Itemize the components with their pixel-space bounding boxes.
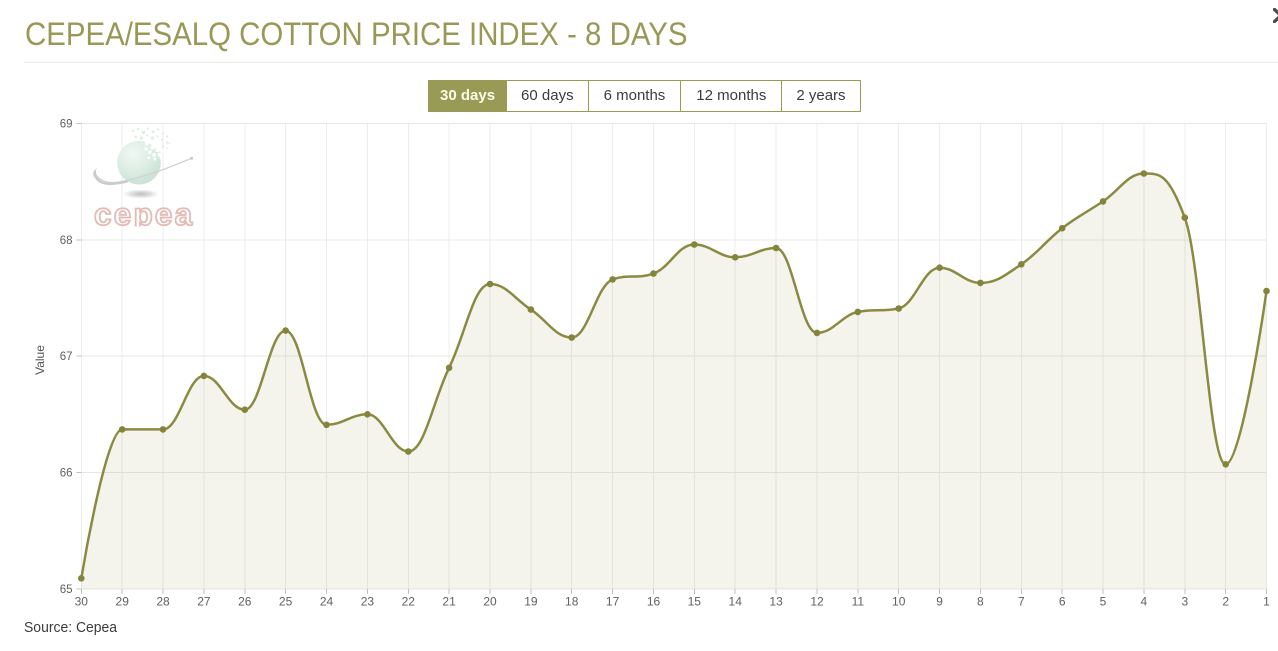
svg-text:22: 22: [402, 595, 416, 609]
svg-text:11: 11: [852, 595, 865, 609]
svg-text:15: 15: [688, 595, 702, 609]
svg-text:25: 25: [279, 595, 293, 609]
svg-text:68: 68: [60, 235, 73, 247]
svg-text:5: 5: [1100, 595, 1107, 609]
svg-text:29: 29: [116, 595, 130, 609]
svg-text:14: 14: [729, 595, 743, 609]
svg-text:9: 9: [936, 595, 943, 609]
svg-text:8: 8: [977, 595, 984, 609]
svg-text:26: 26: [238, 595, 252, 609]
svg-text:3: 3: [1181, 595, 1188, 609]
svg-text:18: 18: [565, 595, 579, 609]
svg-text:10: 10: [892, 595, 906, 609]
svg-text:69: 69: [60, 119, 73, 131]
svg-text:13: 13: [769, 595, 783, 609]
svg-text:1: 1: [1263, 595, 1270, 609]
svg-text:24: 24: [320, 595, 334, 609]
svg-text:67: 67: [60, 351, 73, 363]
svg-text:4: 4: [1141, 595, 1148, 609]
svg-text:cepea: cepea: [94, 196, 194, 232]
svg-text:Value: Value: [33, 345, 47, 375]
svg-text:21: 21: [442, 595, 456, 609]
svg-text:2: 2: [1222, 595, 1229, 609]
svg-text:65: 65: [60, 584, 73, 596]
svg-text:28: 28: [156, 595, 170, 609]
svg-text:16: 16: [647, 595, 661, 609]
svg-text:27: 27: [197, 595, 211, 609]
svg-text:23: 23: [361, 595, 375, 609]
svg-text:66: 66: [60, 468, 73, 480]
svg-text:19: 19: [524, 595, 538, 609]
svg-text:17: 17: [606, 595, 620, 609]
svg-text:30: 30: [75, 595, 89, 609]
svg-text:7: 7: [1018, 595, 1025, 609]
svg-text:6: 6: [1059, 595, 1066, 609]
svg-text:12: 12: [810, 595, 824, 609]
svg-text:20: 20: [483, 595, 497, 609]
